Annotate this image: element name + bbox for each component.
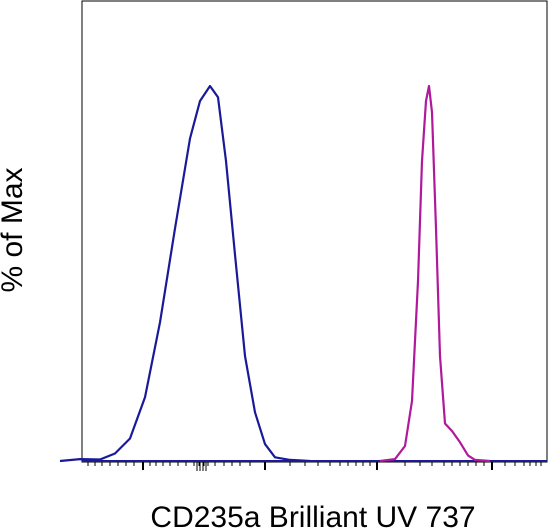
series-layer (59, 84, 547, 463)
x-axis-label: CD235a Brilliant UV 737 (150, 501, 475, 531)
y-axis-label: % of Max (0, 167, 29, 292)
plot-frame (81, 0, 548, 463)
series-line-0 (59, 84, 311, 463)
series-line-1 (379, 84, 491, 463)
